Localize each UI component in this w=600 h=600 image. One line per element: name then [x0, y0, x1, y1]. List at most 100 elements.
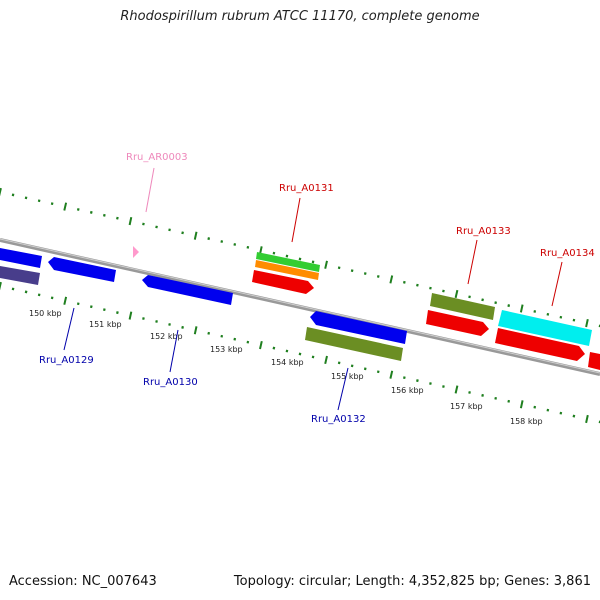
tick-minor — [507, 304, 511, 308]
tick-minor — [181, 231, 184, 235]
scale-label-158: 158 kbp — [510, 417, 543, 426]
scale-label-151: 151 kbp — [89, 320, 122, 329]
tick-minor — [403, 280, 406, 284]
tick-minor — [376, 370, 380, 374]
tick-minor — [50, 202, 54, 206]
tick-minor — [116, 311, 119, 315]
tick-minor — [89, 305, 93, 309]
tick-major — [63, 202, 68, 211]
tick-minor — [168, 228, 171, 232]
tick-minor — [572, 318, 576, 322]
tick-major — [324, 260, 328, 269]
tick-major — [454, 385, 459, 394]
tick-minor — [337, 361, 341, 365]
label-rru-a0133[interactable]: Rru_A0133 — [456, 226, 511, 237]
gene-rru-a0129[interactable] — [48, 257, 116, 282]
tick-minor — [298, 257, 302, 261]
tick-major — [259, 340, 263, 350]
tick-minor — [363, 367, 367, 371]
tick-minor — [207, 331, 211, 335]
tick-major — [63, 296, 68, 305]
upper-tick-track — [0, 187, 600, 328]
tick-minor — [533, 405, 537, 409]
tick-minor — [11, 287, 15, 291]
tick-minor — [546, 408, 550, 412]
tick-minor — [559, 315, 563, 319]
gene-rru-a0131-green[interactable] — [256, 252, 320, 272]
tick-minor — [376, 275, 380, 278]
tick-minor — [11, 193, 15, 197]
tick-minor — [442, 385, 445, 388]
tick-minor — [481, 298, 484, 302]
tick-minor — [220, 240, 224, 243]
tick-major — [389, 370, 394, 379]
label-rru-a0134[interactable]: Rru_A0134 — [540, 248, 595, 259]
gene-rru-a0134[interactable] — [495, 328, 585, 361]
scale-label-156: 156 kbp — [391, 386, 424, 395]
callout-rru-ar0003 — [145, 167, 155, 213]
gene-blue-mid[interactable] — [310, 311, 407, 344]
callout-rru-a0133 — [467, 239, 478, 285]
tick-major — [128, 216, 133, 226]
tick-minor — [494, 301, 497, 305]
genome-backbone-highlight — [0, 238, 600, 374]
tick-minor — [494, 396, 497, 400]
rna-marker[interactable] — [133, 246, 139, 258]
scale-label-155: 155 kbp — [331, 372, 364, 381]
tick-minor — [363, 272, 367, 275]
tick-minor — [246, 340, 250, 344]
tick-minor — [429, 286, 432, 290]
tick-minor — [298, 352, 302, 356]
callout-rru-a0132 — [337, 367, 349, 411]
label-rru-a0129[interactable]: Rru_A0129 — [39, 355, 94, 366]
tick-minor — [416, 283, 419, 287]
tick-minor — [350, 269, 354, 273]
label-rru-a0132[interactable]: Rru_A0132 — [311, 414, 366, 425]
gene-rru-a0131[interactable] — [252, 270, 314, 294]
gene-blue-left[interactable] — [0, 248, 42, 268]
topology-text: Topology: circular; Length: 4,352,825 bp… — [233, 574, 591, 589]
tick-major — [193, 326, 198, 335]
tick-major — [585, 318, 589, 328]
gene-rru-a0132[interactable] — [305, 327, 403, 361]
tick-minor — [311, 260, 315, 264]
label-rru-a0131[interactable]: Rru_A0131 — [279, 183, 334, 194]
tick-minor — [468, 391, 471, 394]
tick-minor — [246, 245, 250, 249]
map-title: Rhodospirillum rubrum ATCC 11170, comple… — [120, 9, 480, 24]
tick-minor — [37, 293, 41, 297]
tick-minor — [272, 346, 276, 350]
tick-major — [389, 275, 394, 284]
label-rru-ar0003[interactable]: Rru_AR0003 — [126, 152, 188, 163]
tick-minor — [181, 325, 184, 329]
gene-slate-left[interactable] — [0, 266, 40, 285]
tick-minor — [285, 254, 289, 258]
tick-minor — [155, 225, 158, 229]
tick-minor — [103, 308, 106, 312]
lower-tick-track — [0, 281, 600, 424]
gene-rru-a0130[interactable] — [142, 275, 233, 305]
tick-minor — [207, 237, 211, 241]
tick-major — [0, 187, 2, 197]
gene-rru-a0133-olive[interactable] — [430, 293, 495, 320]
tick-major — [128, 311, 133, 320]
tick-minor — [337, 266, 341, 270]
gene-rru-a0133[interactable] — [426, 310, 489, 336]
tick-minor — [142, 317, 145, 320]
gene-red-right[interactable] — [588, 352, 600, 370]
tick-minor — [468, 295, 471, 299]
tick-major — [0, 281, 2, 291]
tick-major — [324, 355, 328, 365]
tick-minor — [155, 320, 158, 323]
gene-rru-a0134-cyan[interactable] — [498, 310, 592, 346]
gene-orange[interactable] — [255, 260, 319, 280]
accession-text: Accession: NC_007643 — [9, 574, 157, 589]
tick-minor — [168, 323, 171, 326]
tick-minor — [403, 376, 406, 380]
callout-rru-a0130 — [169, 329, 179, 373]
tick-major — [585, 414, 589, 424]
label-rru-a0130[interactable]: Rru_A0130 — [143, 377, 198, 388]
tick-minor — [76, 208, 80, 211]
tick-minor — [311, 355, 315, 359]
callout-rru-a0129 — [63, 307, 75, 351]
